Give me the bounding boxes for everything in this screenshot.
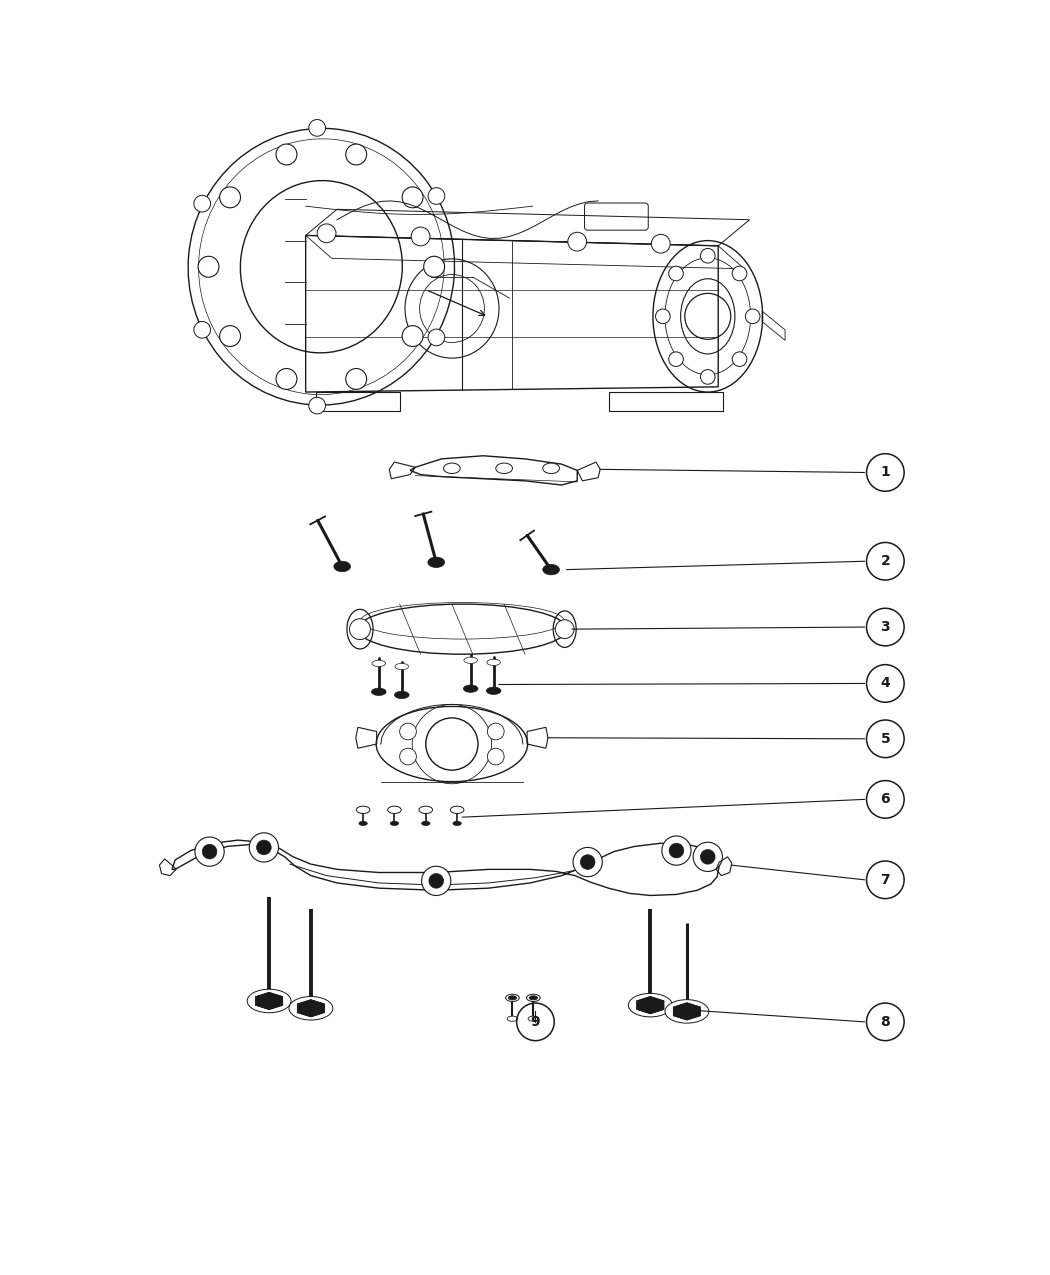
Circle shape [428, 329, 445, 346]
Text: 7: 7 [881, 873, 890, 887]
Circle shape [402, 187, 423, 208]
Circle shape [402, 325, 423, 347]
Polygon shape [297, 1000, 324, 1017]
Ellipse shape [395, 663, 408, 669]
Ellipse shape [359, 821, 368, 825]
Circle shape [350, 618, 371, 640]
Ellipse shape [628, 993, 672, 1017]
Ellipse shape [463, 685, 478, 692]
Ellipse shape [486, 687, 501, 695]
Circle shape [276, 368, 297, 389]
Circle shape [309, 398, 326, 414]
Polygon shape [297, 1000, 324, 1017]
Circle shape [700, 849, 715, 864]
Ellipse shape [289, 997, 333, 1020]
Circle shape [746, 309, 760, 324]
Ellipse shape [372, 660, 385, 667]
Circle shape [651, 235, 670, 254]
Polygon shape [255, 992, 282, 1010]
Text: 8: 8 [881, 1015, 890, 1029]
Ellipse shape [247, 989, 291, 1012]
Polygon shape [636, 997, 664, 1014]
Circle shape [655, 309, 670, 324]
Circle shape [428, 873, 443, 889]
Ellipse shape [372, 688, 386, 695]
Ellipse shape [427, 557, 444, 567]
Circle shape [195, 836, 225, 866]
Circle shape [732, 352, 747, 366]
Text: 2: 2 [881, 555, 890, 569]
Circle shape [555, 620, 574, 639]
Circle shape [256, 840, 271, 854]
Ellipse shape [665, 1000, 709, 1023]
Circle shape [487, 748, 504, 765]
Circle shape [669, 266, 684, 280]
Text: 1: 1 [881, 465, 890, 479]
Ellipse shape [529, 996, 538, 1000]
Circle shape [249, 833, 278, 862]
Ellipse shape [453, 821, 461, 825]
Ellipse shape [464, 657, 478, 663]
Ellipse shape [487, 659, 501, 666]
Ellipse shape [543, 565, 560, 575]
Ellipse shape [543, 463, 560, 473]
Text: 9: 9 [530, 1015, 541, 1029]
Polygon shape [255, 992, 282, 1010]
Ellipse shape [387, 806, 401, 813]
Circle shape [317, 224, 336, 242]
Polygon shape [673, 1003, 700, 1020]
Ellipse shape [422, 821, 429, 825]
Text: 3: 3 [881, 620, 890, 634]
Ellipse shape [356, 806, 370, 813]
Circle shape [424, 256, 444, 277]
Ellipse shape [391, 821, 399, 825]
Circle shape [428, 187, 445, 204]
Circle shape [669, 843, 684, 858]
Circle shape [669, 352, 684, 366]
Circle shape [194, 195, 211, 212]
Circle shape [573, 848, 603, 877]
Ellipse shape [506, 994, 520, 1001]
Circle shape [194, 321, 211, 338]
Ellipse shape [419, 806, 433, 813]
Circle shape [219, 187, 240, 208]
Circle shape [219, 325, 240, 347]
Circle shape [662, 836, 691, 866]
Circle shape [581, 854, 595, 870]
Circle shape [309, 120, 326, 136]
Circle shape [568, 232, 587, 251]
Ellipse shape [526, 994, 540, 1001]
Circle shape [276, 144, 297, 164]
Circle shape [203, 844, 217, 859]
Ellipse shape [507, 1016, 518, 1021]
Circle shape [700, 370, 715, 384]
Ellipse shape [443, 463, 460, 473]
Polygon shape [673, 1003, 700, 1020]
Circle shape [400, 723, 417, 740]
Circle shape [732, 266, 747, 280]
Circle shape [345, 144, 366, 164]
Circle shape [487, 723, 504, 740]
Text: 4: 4 [881, 677, 890, 691]
Circle shape [400, 748, 417, 765]
Ellipse shape [450, 806, 464, 813]
Ellipse shape [334, 561, 351, 571]
Circle shape [198, 256, 219, 277]
Polygon shape [636, 997, 664, 1014]
Circle shape [700, 249, 715, 263]
Circle shape [412, 227, 429, 246]
Ellipse shape [395, 691, 410, 699]
Ellipse shape [508, 996, 517, 1000]
Ellipse shape [496, 463, 512, 473]
Circle shape [693, 843, 722, 871]
Text: 5: 5 [881, 732, 890, 746]
Ellipse shape [528, 1016, 539, 1021]
Circle shape [345, 368, 366, 389]
Text: 6: 6 [881, 792, 890, 806]
Circle shape [422, 866, 450, 895]
